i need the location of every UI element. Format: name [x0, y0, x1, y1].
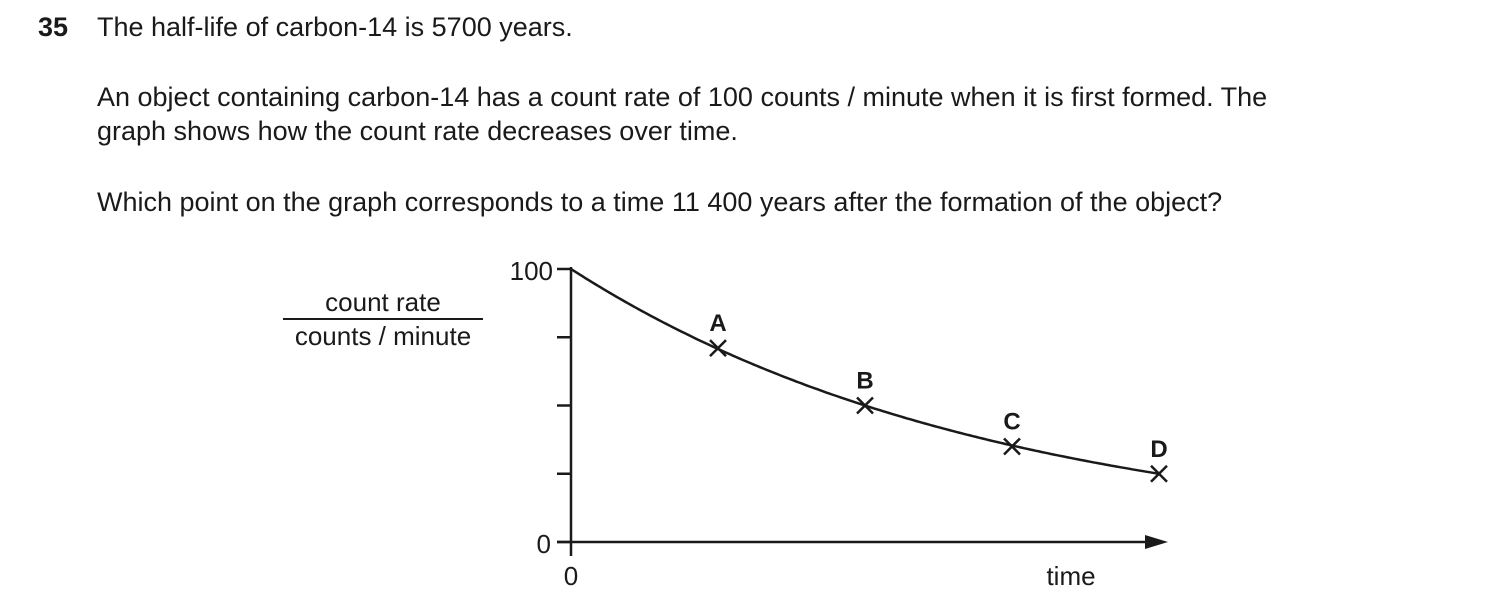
y-axis-label-quantity: count rate: [325, 287, 441, 317]
y-tick-label-0: 0: [537, 529, 551, 559]
question-paragraph-line-1: An object containing carbon-14 has a cou…: [97, 82, 1268, 112]
y-axis-label-fraction-bar: [283, 318, 483, 320]
question-prompt: Which point on the graph corresponds to …: [97, 187, 1223, 217]
point-B-label: B: [856, 368, 873, 395]
x-axis-label: time: [1046, 561, 1095, 591]
question-paragraph-line-2: graph shows how the count rate decreases…: [97, 116, 738, 146]
point-C-marker: [1003, 437, 1021, 456]
question-number: 35: [38, 12, 69, 42]
question-statement: The half-life of carbon-14 is 5700 years…: [97, 12, 573, 42]
y-tick-label-100: 100: [510, 256, 553, 286]
point-B-marker: [856, 396, 874, 415]
point-D-marker: [1150, 464, 1168, 483]
point-A-marker: [709, 339, 727, 358]
x-axis-arrowhead: [1145, 535, 1168, 549]
point-C-label: C: [1003, 408, 1020, 435]
y-axis-label-unit: counts / minute: [294, 321, 472, 351]
point-D-label: D: [1150, 436, 1167, 463]
x-tick-label-0: 0: [564, 561, 578, 591]
point-A-label: A: [709, 310, 726, 337]
